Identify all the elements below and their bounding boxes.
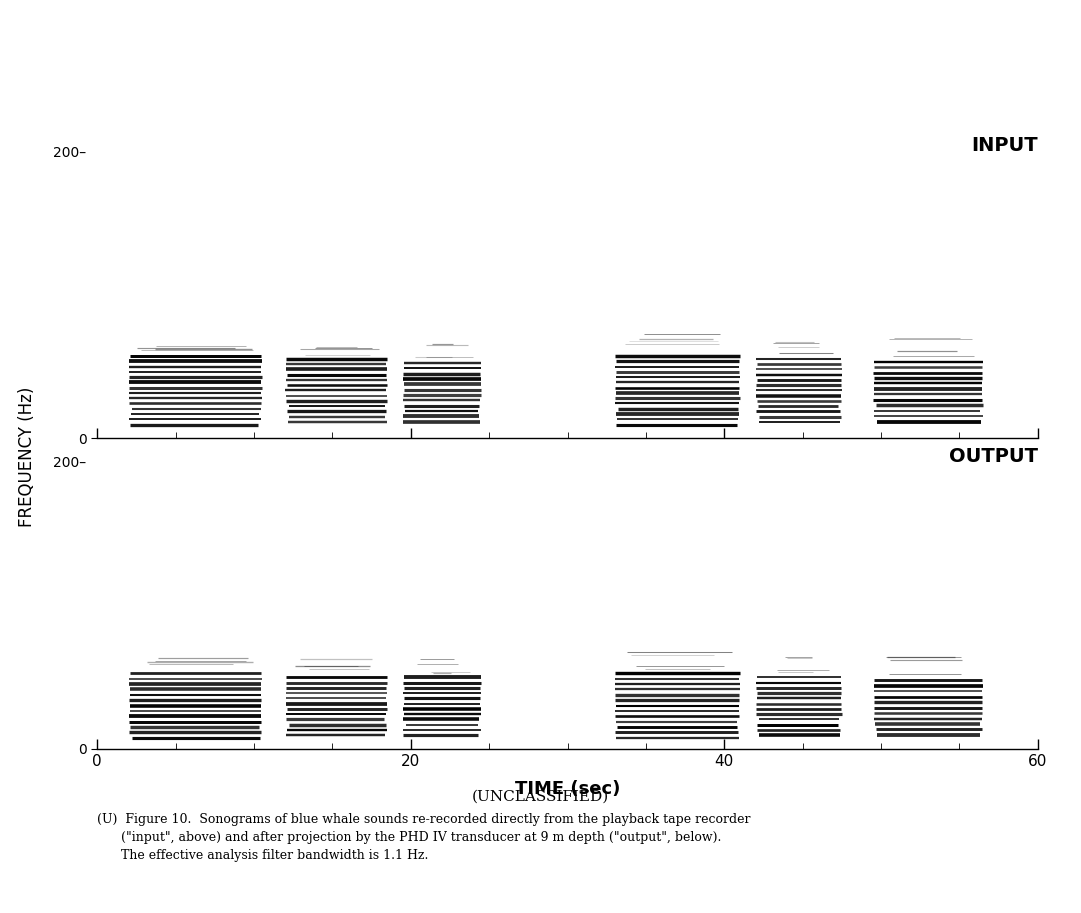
Text: 200–: 200– [53,146,86,160]
X-axis label: TIME (sec): TIME (sec) [515,780,620,798]
Text: OUTPUT: OUTPUT [949,446,1038,466]
Text: (U)  Figure 10.  Sonograms of blue whale sounds re-recorded directly from the pl: (U) Figure 10. Sonograms of blue whale s… [97,813,751,825]
Text: 200–: 200– [53,456,86,470]
Text: ("input", above) and after projection by the PHD IV transducer at 9 m depth ("ou: ("input", above) and after projection by… [97,831,722,844]
Text: (UNCLASSIFIED): (UNCLASSIFIED) [472,790,609,803]
Text: The effective analysis filter bandwidth is 1.1 Hz.: The effective analysis filter bandwidth … [97,849,429,862]
Text: INPUT: INPUT [971,136,1038,155]
Text: FREQUENCY (Hz): FREQUENCY (Hz) [18,386,36,527]
